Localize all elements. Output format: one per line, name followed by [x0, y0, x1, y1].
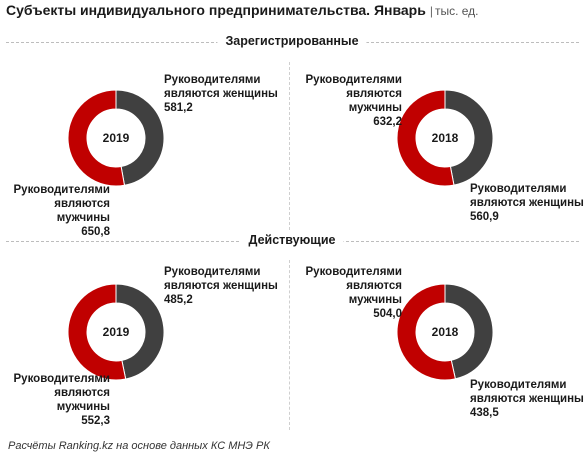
label-women-active-2018: Руководителями являются женщины 438,5: [470, 379, 584, 419]
donut-active-2018: 2018: [396, 283, 494, 381]
slice-men: [67, 89, 126, 187]
section-title-active: Действующие: [240, 233, 344, 247]
value-men: 632,2: [373, 116, 402, 128]
value-women: 581,2: [164, 102, 193, 114]
slice-women: [444, 283, 494, 380]
label-men-active-2019: Руководителями являются мужчины 552,3: [8, 372, 110, 428]
label-men-registered-2019: Руководителями являются мужчины 650,8: [8, 183, 110, 239]
donut-registered-2019: 2019: [67, 89, 165, 187]
slice-men: [396, 283, 456, 381]
chart-header: Субъекты индивидуального предприниматель…: [6, 2, 479, 24]
label-women-registered-2019: Руководителями являются женщины 581,2: [164, 74, 278, 114]
label-men-registered-2018: Руководителями являются мужчины 632,2: [290, 73, 402, 129]
donut-center-label: 2019: [103, 325, 130, 339]
value-women: 485,2: [164, 294, 193, 306]
value-women: 438,5: [470, 407, 499, 419]
donut-active-2019: 2019: [67, 283, 165, 381]
label-women-registered-2018: Руководителями являются женщины 560,9: [470, 183, 584, 223]
section-title-registered: Зарегистрированные: [217, 34, 367, 48]
column-divider-top: [289, 62, 290, 230]
donut-center-label: 2018: [432, 131, 459, 145]
label-women-active-2019: Руководителями являются женщины 485,2: [164, 266, 278, 306]
value-men: 552,3: [81, 415, 110, 427]
donut-registered-2018: 2018: [396, 89, 494, 187]
label-men-active-2018: Руководителями являются мужчины 504,0: [290, 265, 402, 321]
source-footnote: Расчёты Ranking.kz на основе данных КС М…: [8, 440, 270, 452]
column-divider-bottom: [289, 260, 290, 430]
slice-women: [115, 89, 165, 186]
value-men: 650,8: [81, 226, 110, 238]
chart-title: Субъекты индивидуального предприниматель…: [6, 2, 426, 18]
value-women: 560,9: [470, 211, 499, 223]
unit-label: тыс. ед.: [434, 4, 479, 18]
slice-women: [444, 89, 494, 186]
slice-men: [396, 89, 455, 187]
donut-center-label: 2019: [103, 131, 130, 145]
title-separator: |: [429, 4, 433, 18]
slice-men: [67, 283, 127, 381]
value-men: 504,0: [373, 308, 402, 320]
slice-women: [115, 283, 165, 380]
donut-center-label: 2018: [432, 325, 459, 339]
